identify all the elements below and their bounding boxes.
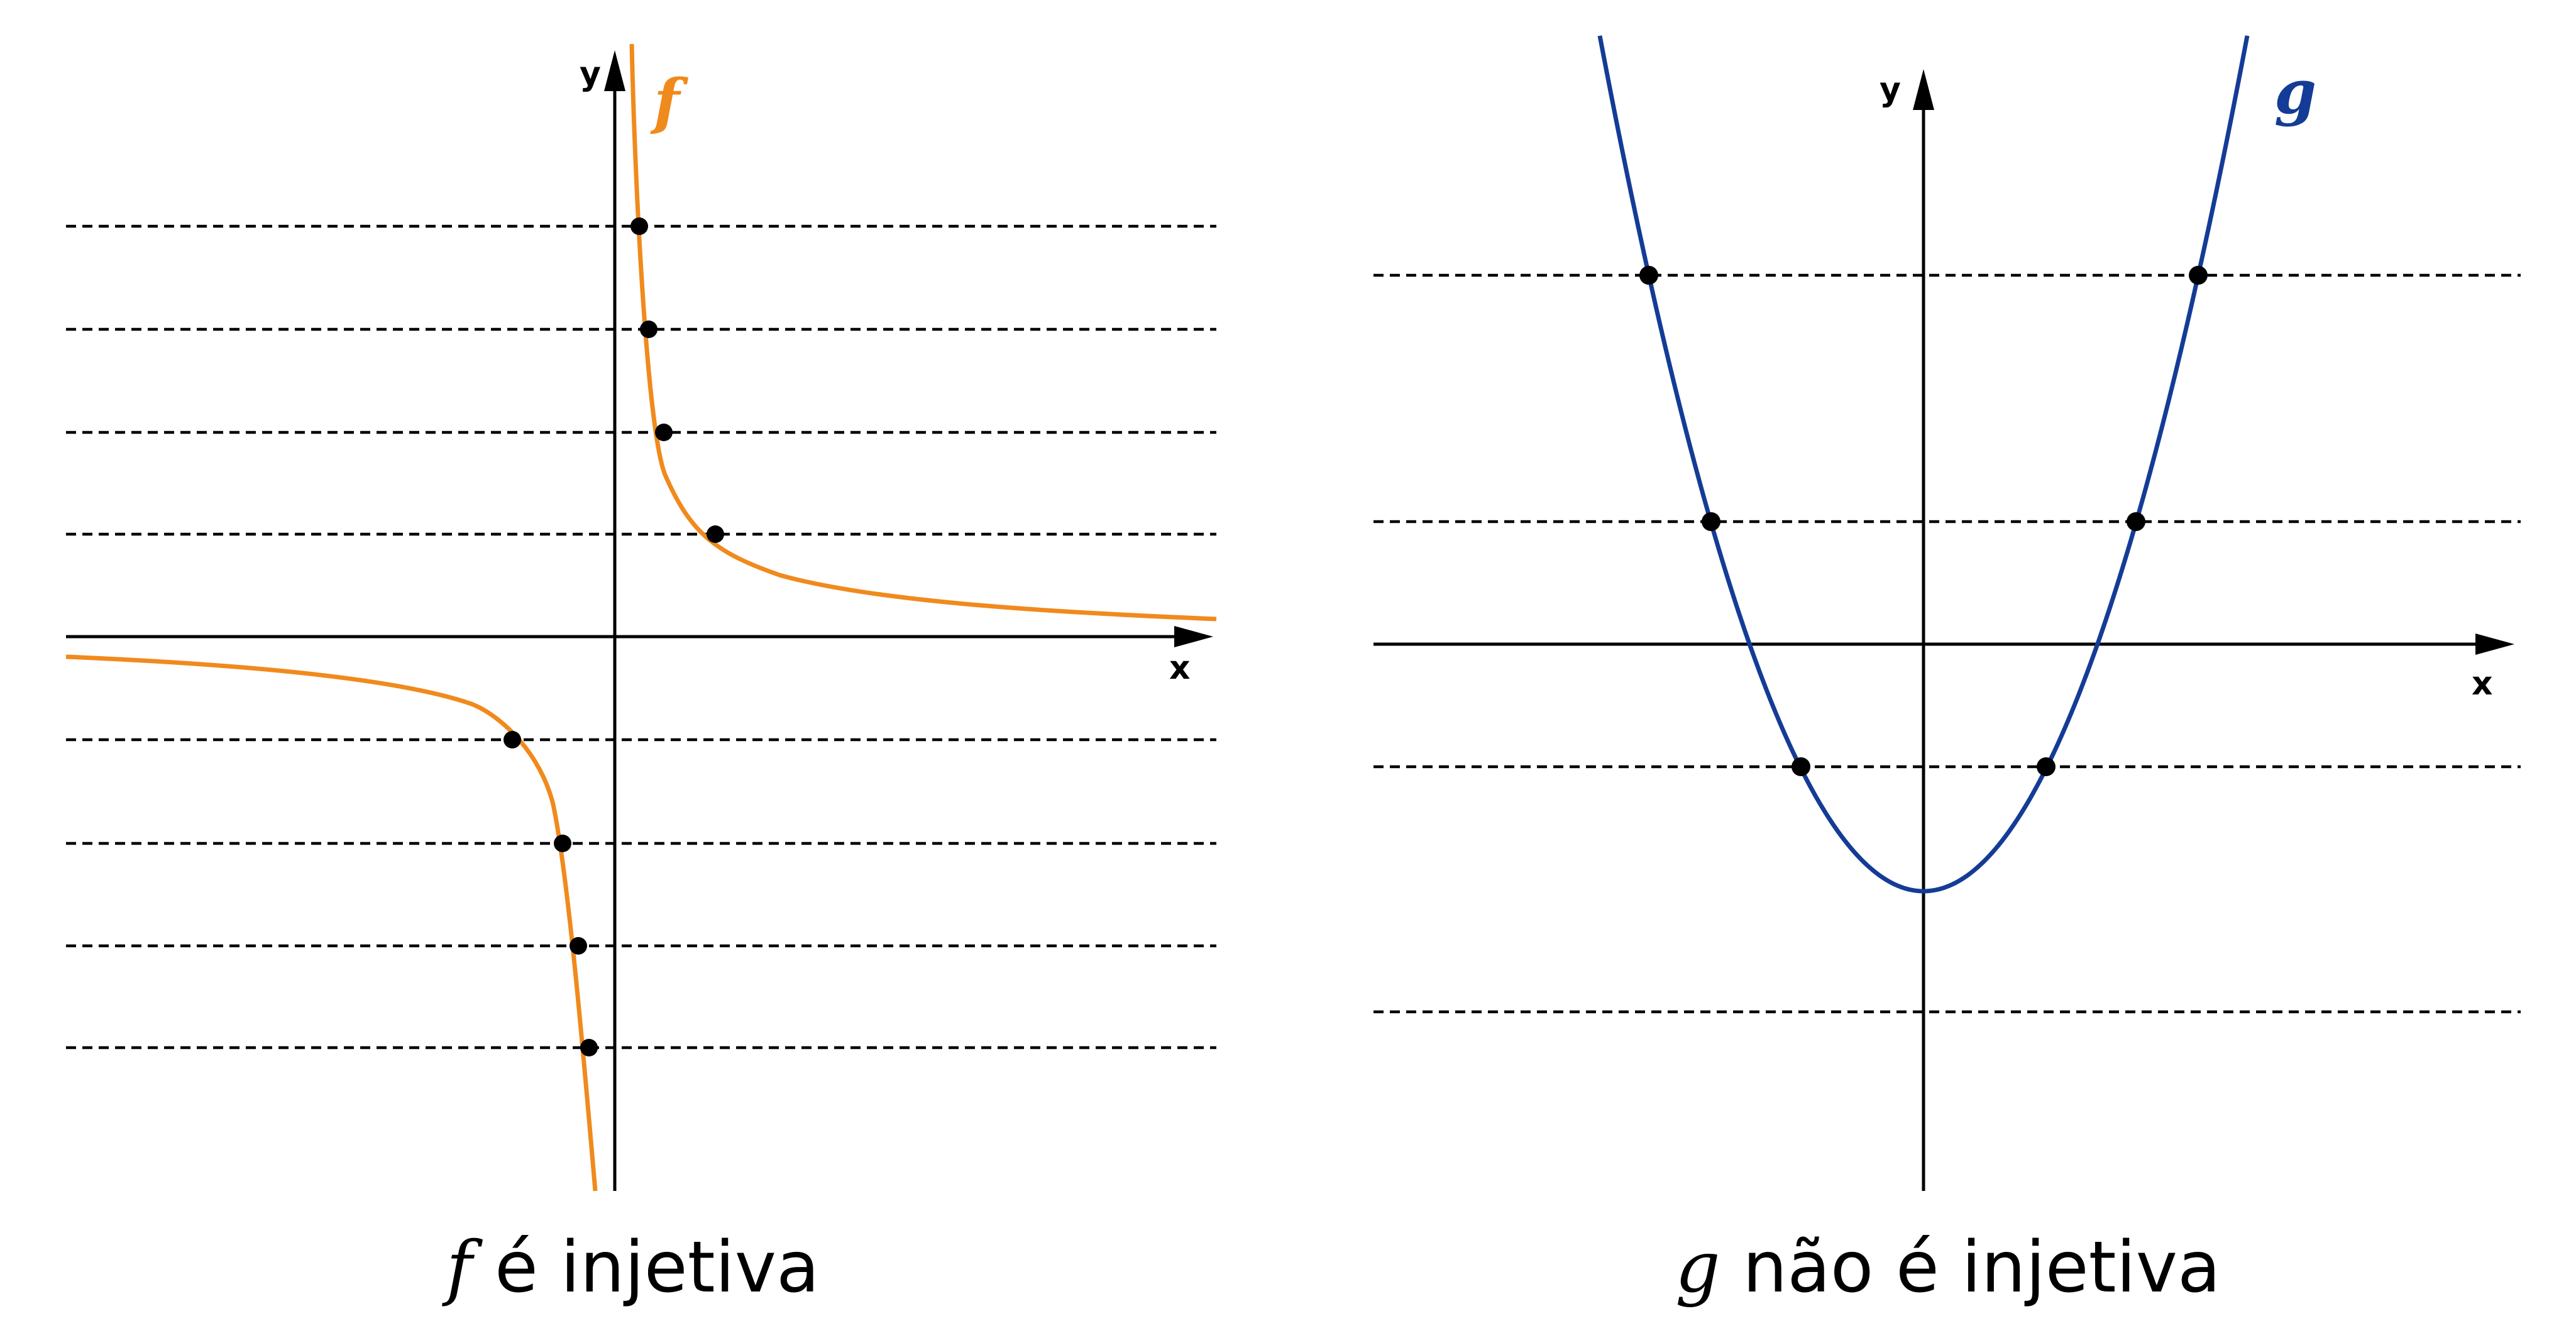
f-point bbox=[655, 424, 673, 441]
g-point bbox=[1639, 266, 1658, 285]
f-y-axis-label: y bbox=[580, 55, 601, 93]
f-caption: f é injetiva bbox=[442, 1227, 820, 1308]
f-x-axis-arrow-icon bbox=[1174, 626, 1213, 647]
left-panel-f: x y f f é injetiva bbox=[65, 43, 1217, 1308]
g-point bbox=[1792, 757, 1810, 776]
g-caption-function: g bbox=[1675, 1227, 1720, 1308]
f-x-axis-label: x bbox=[1169, 649, 1191, 687]
g-caption: g não é injetiva bbox=[1675, 1227, 2221, 1308]
g-horizontal-lines bbox=[1373, 273, 2521, 1014]
g-curve bbox=[1597, 35, 2250, 894]
f-point bbox=[554, 835, 571, 852]
g-point bbox=[2037, 757, 2056, 776]
g-point bbox=[2127, 512, 2145, 531]
g-point bbox=[1702, 512, 1720, 531]
right-panel-g: x y g g não é injetiva bbox=[1373, 35, 2521, 1308]
f-point bbox=[630, 217, 648, 235]
f-point bbox=[504, 731, 521, 749]
f-point bbox=[580, 1039, 598, 1056]
g-y-axis-arrow-icon bbox=[1913, 69, 1934, 110]
g-caption-text: não é injetiva bbox=[1720, 1227, 2221, 1308]
g-x-axis-arrow-icon bbox=[2475, 633, 2514, 655]
g-intersection-points bbox=[1639, 266, 2208, 776]
f-curve-label: f bbox=[650, 66, 689, 137]
f-point bbox=[707, 525, 724, 543]
f-point bbox=[570, 937, 587, 955]
f-point bbox=[640, 321, 658, 338]
g-x-axis-label: x bbox=[2472, 665, 2493, 703]
g-curve-label: g bbox=[2274, 57, 2316, 128]
f-caption-text: é injetiva bbox=[472, 1227, 819, 1308]
f-intersection-points bbox=[504, 217, 724, 1056]
g-y-axis-label: y bbox=[1880, 71, 1901, 109]
g-point bbox=[2189, 266, 2208, 285]
f-y-axis-arrow-icon bbox=[604, 50, 625, 91]
